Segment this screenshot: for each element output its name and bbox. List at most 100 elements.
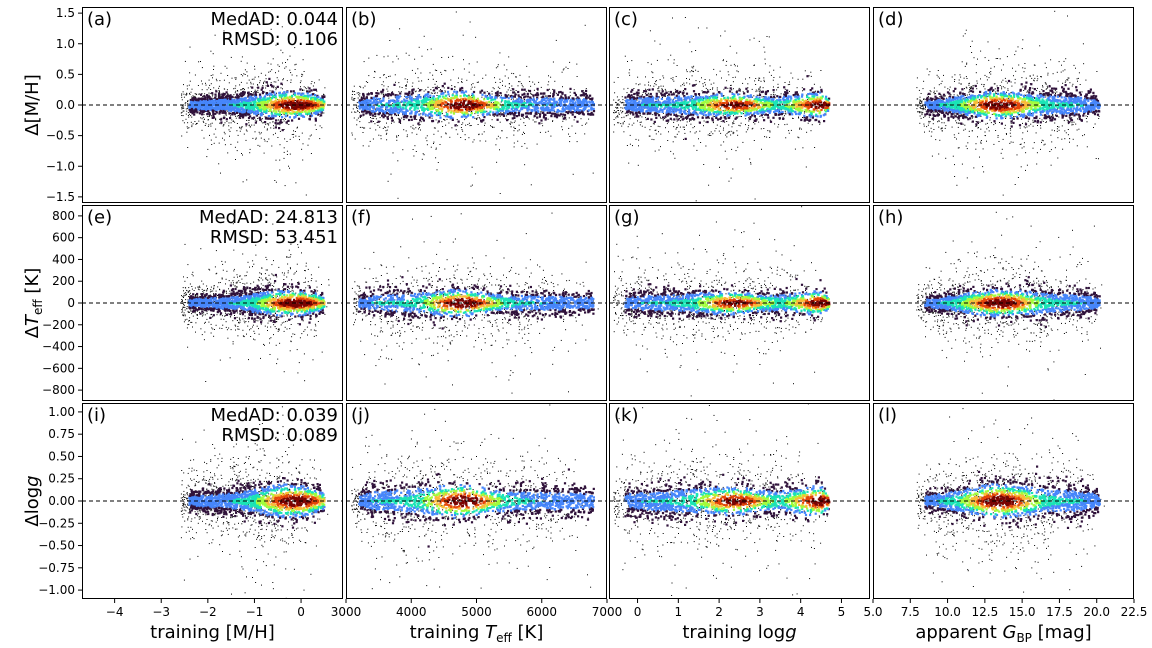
density-point bbox=[227, 109, 231, 112]
noise-point bbox=[382, 127, 384, 129]
noise-point bbox=[523, 99, 525, 100]
noise-point bbox=[210, 92, 212, 94]
noise-point bbox=[477, 114, 479, 116]
noise-point bbox=[224, 122, 226, 124]
density-point bbox=[519, 96, 522, 99]
noise-point bbox=[243, 73, 245, 75]
noise-point bbox=[208, 94, 210, 96]
noise-point bbox=[283, 78, 284, 80]
density-point bbox=[370, 96, 373, 99]
density-point bbox=[253, 111, 256, 114]
noise-point bbox=[435, 81, 437, 82]
density-point bbox=[314, 117, 317, 120]
noise-point bbox=[461, 81, 463, 83]
noise-point bbox=[305, 87, 306, 89]
noise-point bbox=[722, 129, 724, 131]
density-point bbox=[535, 102, 538, 105]
density-point bbox=[396, 95, 399, 98]
noise-point bbox=[530, 85, 532, 87]
density-point bbox=[585, 105, 588, 108]
noise-point bbox=[260, 132, 262, 134]
density-point bbox=[358, 101, 361, 104]
density-point bbox=[263, 105, 266, 108]
noise-point bbox=[478, 117, 480, 118]
noise-point bbox=[248, 119, 250, 121]
density-point bbox=[291, 109, 294, 112]
density-point bbox=[280, 121, 283, 124]
noise-point bbox=[499, 115, 501, 117]
density-point bbox=[565, 111, 568, 114]
density-point bbox=[298, 102, 301, 105]
density-point bbox=[279, 99, 283, 102]
noise-point bbox=[260, 72, 262, 74]
density-point bbox=[450, 87, 453, 91]
noise-point bbox=[514, 120, 516, 122]
density-point bbox=[441, 99, 444, 102]
noise-point bbox=[511, 72, 513, 74]
density-point bbox=[528, 100, 531, 103]
density-point bbox=[263, 98, 266, 101]
density-point bbox=[547, 95, 550, 98]
noise-point bbox=[565, 119, 567, 121]
noise-point bbox=[533, 96, 535, 98]
density-point bbox=[279, 96, 282, 99]
density-point bbox=[198, 101, 202, 104]
noise-point bbox=[539, 131, 541, 133]
density-point bbox=[418, 103, 421, 106]
density-point bbox=[406, 115, 409, 118]
density-point bbox=[228, 112, 231, 115]
noise-point bbox=[788, 104, 790, 106]
noise-point bbox=[212, 94, 214, 96]
noise-point bbox=[592, 172, 594, 174]
density-point bbox=[583, 105, 586, 108]
density-point bbox=[252, 106, 255, 109]
noise-point bbox=[465, 100, 467, 102]
density-point bbox=[559, 113, 562, 116]
density-point bbox=[208, 96, 211, 99]
density-point bbox=[379, 101, 382, 105]
density-point bbox=[398, 103, 401, 106]
density-point bbox=[574, 105, 577, 108]
density-point bbox=[220, 108, 223, 111]
density-point bbox=[292, 98, 295, 101]
noise-point bbox=[302, 89, 303, 91]
density-point bbox=[287, 119, 290, 122]
density-point bbox=[365, 96, 368, 99]
density-point bbox=[244, 96, 247, 99]
noise-point bbox=[489, 114, 491, 116]
density-point bbox=[476, 109, 479, 112]
density-point bbox=[225, 91, 228, 94]
noise-point bbox=[255, 90, 257, 92]
density-point bbox=[474, 111, 477, 114]
density-point bbox=[191, 112, 194, 115]
noise-point bbox=[279, 159, 281, 161]
noise-point bbox=[541, 122, 543, 124]
noise-point bbox=[355, 111, 357, 113]
noise-point bbox=[432, 87, 434, 88]
density-point bbox=[271, 95, 274, 98]
density-point bbox=[293, 106, 296, 109]
noise-point bbox=[469, 21, 471, 23]
noise-point bbox=[468, 71, 470, 73]
noise-point bbox=[274, 180, 276, 181]
noise-point bbox=[358, 94, 360, 96]
noise-point bbox=[270, 63, 272, 65]
density-point bbox=[207, 101, 210, 104]
noise-point bbox=[311, 113, 313, 115]
noise-point bbox=[224, 144, 226, 146]
density-point bbox=[513, 107, 517, 110]
noise-point bbox=[375, 118, 377, 120]
density-point bbox=[585, 96, 588, 99]
density-point bbox=[283, 91, 286, 94]
noise-point bbox=[400, 123, 402, 124]
density-point bbox=[404, 112, 407, 115]
density-point bbox=[320, 106, 323, 110]
noise-point bbox=[748, 107, 750, 109]
density-point bbox=[302, 115, 306, 118]
density-point bbox=[248, 96, 251, 99]
noise-point bbox=[778, 124, 780, 126]
density-point bbox=[238, 108, 241, 111]
noise-point bbox=[231, 77, 233, 79]
noise-point bbox=[418, 128, 419, 130]
noise-point bbox=[491, 126, 493, 127]
